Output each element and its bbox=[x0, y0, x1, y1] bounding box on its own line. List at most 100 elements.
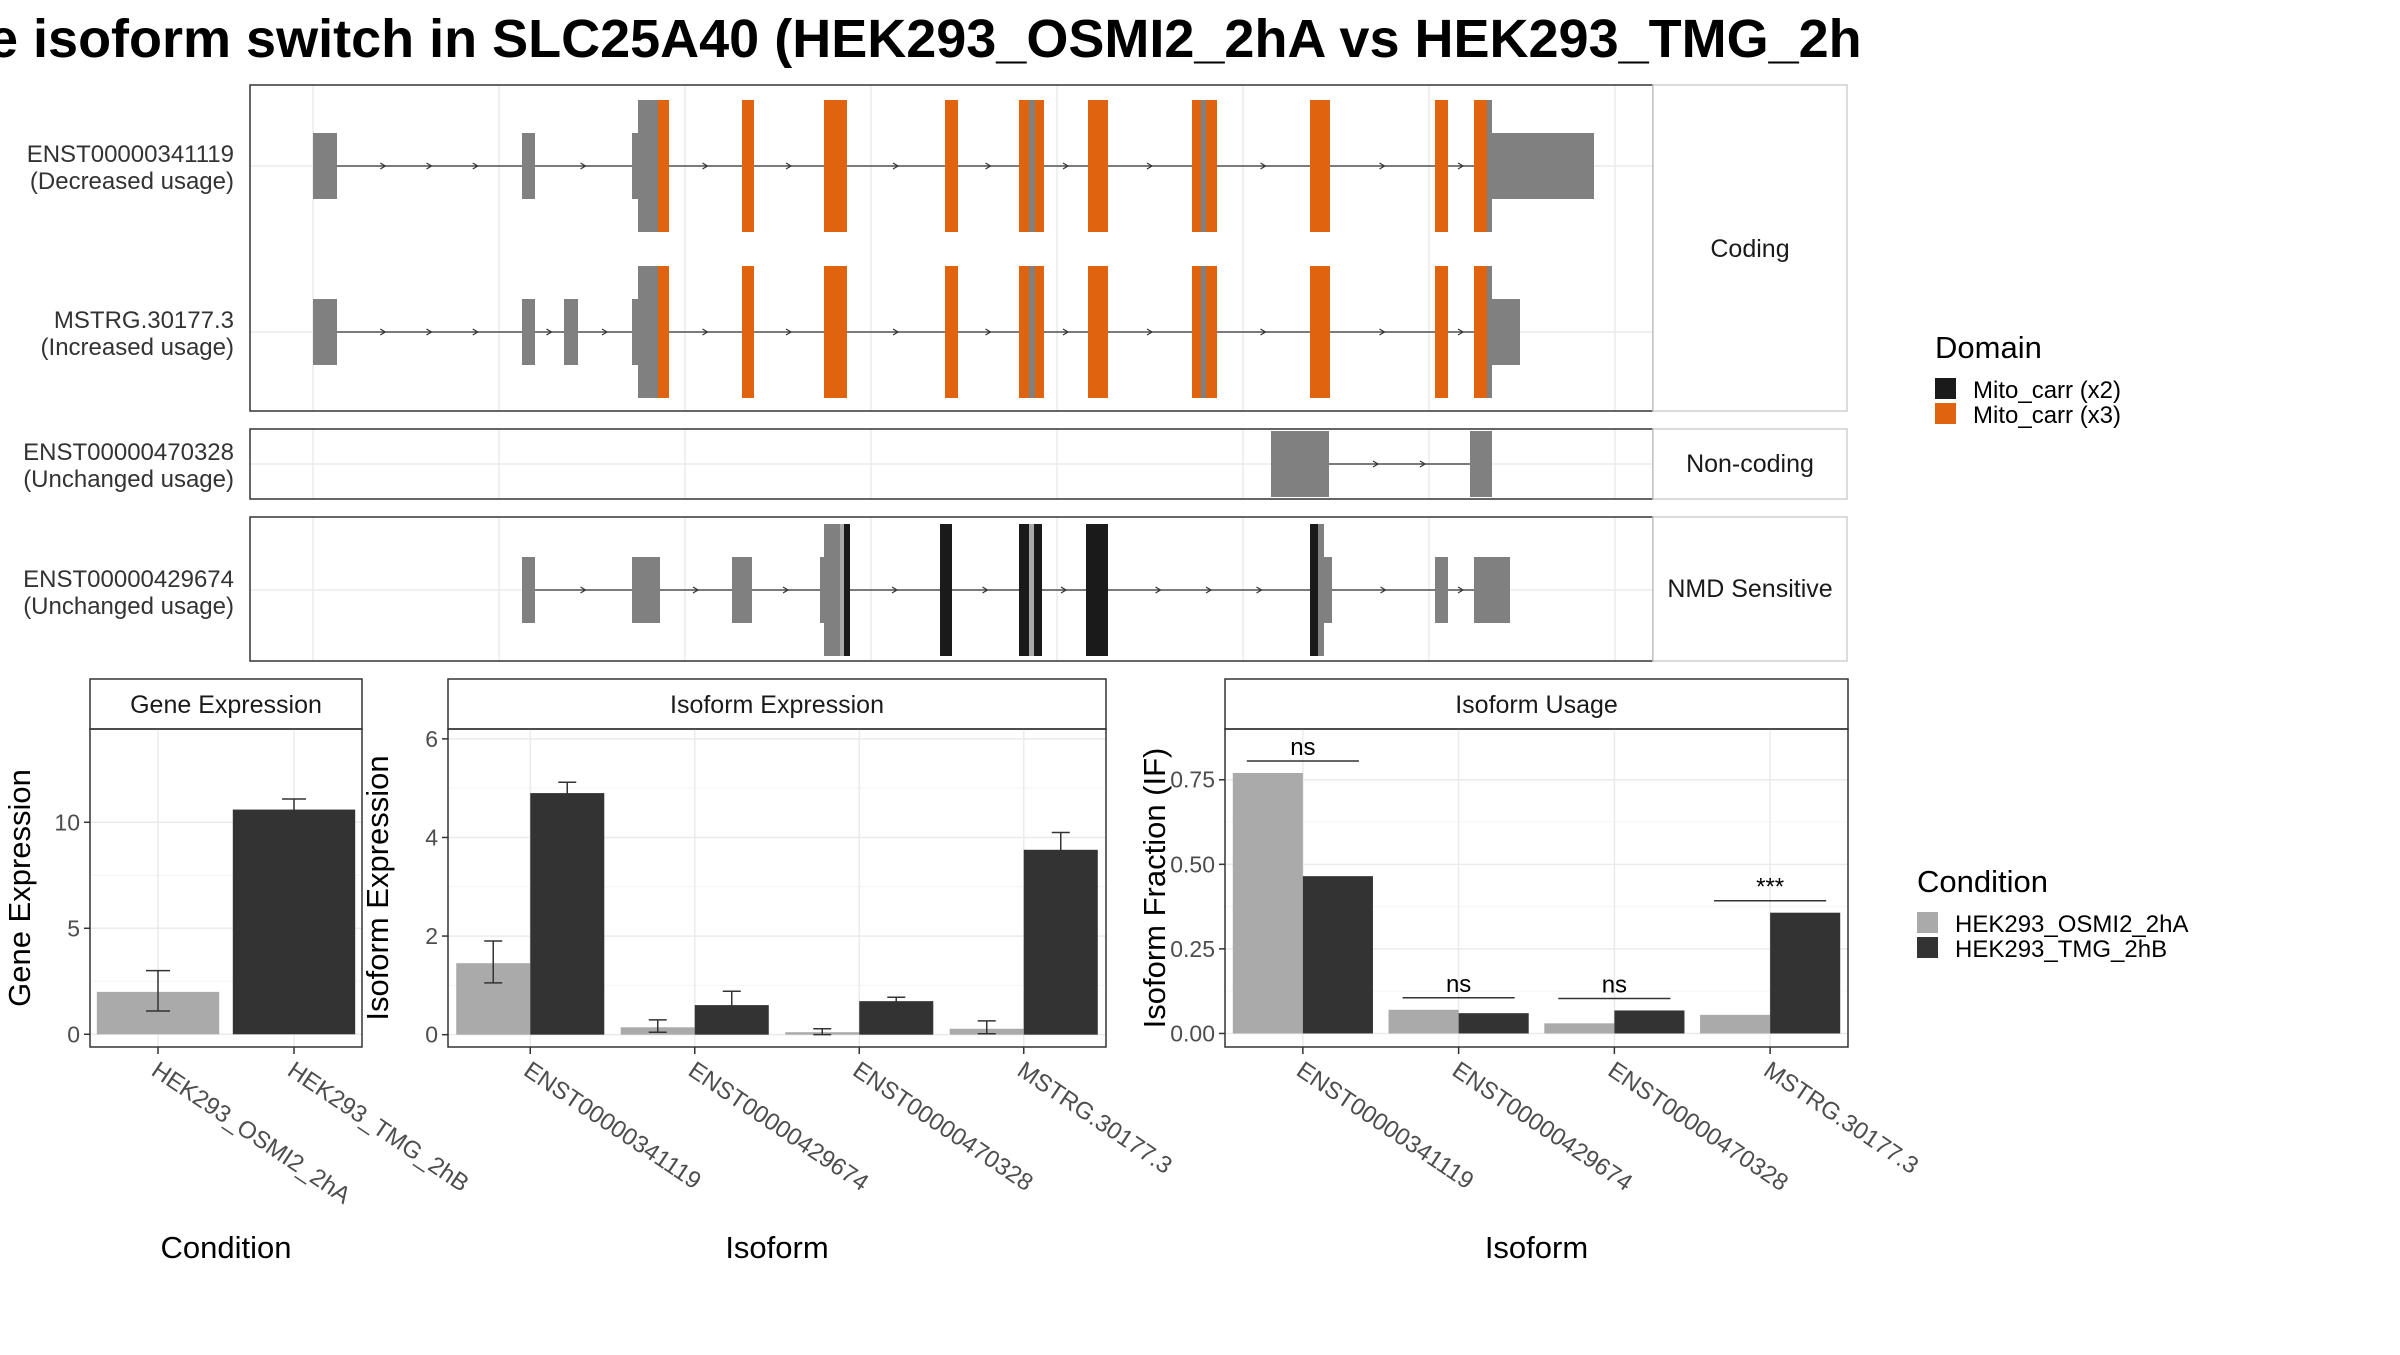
y-tick-label: 10 bbox=[54, 809, 80, 835]
row-label-id-1: ENST00000341119 bbox=[27, 141, 234, 168]
chart-panel-border bbox=[89, 728, 363, 1048]
y-tick-label: 0.75 bbox=[1170, 767, 1215, 793]
chart-title: Isoform Usage bbox=[1455, 691, 1618, 719]
chart-title: Isoform Expression bbox=[670, 691, 884, 719]
chart-strip bbox=[89, 678, 363, 730]
intron-arrow bbox=[1256, 586, 1263, 594]
exon-block bbox=[1086, 524, 1108, 656]
bar bbox=[1458, 1013, 1529, 1034]
exon-block bbox=[824, 100, 847, 232]
exon-block bbox=[742, 266, 754, 398]
intron-arrow bbox=[1062, 162, 1070, 170]
intron-arrow bbox=[985, 328, 992, 336]
figure-title: e isoform switch in SLC25A40 (HEK293_OSM… bbox=[0, 9, 1862, 69]
x-axis-title: Isoform bbox=[725, 1230, 828, 1265]
intron-arrow bbox=[472, 162, 479, 170]
intron-arrow bbox=[1060, 586, 1068, 594]
facet-label-nmd: NMD Sensitive bbox=[1667, 575, 1832, 603]
row-label-usage-1: (Decreased usage) bbox=[30, 168, 234, 195]
significance-label: ns bbox=[1602, 971, 1627, 998]
y-tick-label: 0 bbox=[67, 1021, 80, 1047]
exon-block bbox=[824, 266, 847, 398]
facet-strip-coding bbox=[1652, 84, 1848, 412]
exon-block bbox=[1435, 557, 1448, 623]
y-tick-label: 5 bbox=[67, 915, 80, 941]
chart-title: Gene Expression bbox=[130, 691, 322, 719]
exon-block bbox=[522, 133, 535, 199]
exon-block bbox=[1489, 133, 1594, 199]
intron-arrow bbox=[1260, 162, 1267, 170]
y-tick-label: 0 bbox=[425, 1022, 438, 1048]
x-tick-label: MSTRG.30177.3 bbox=[1759, 1057, 1923, 1180]
bar-charts: Gene Expression0510HEK293_OSMI2_2hAHEK29… bbox=[2, 678, 1923, 1265]
exon-block bbox=[1324, 557, 1332, 623]
exon-block bbox=[522, 557, 535, 623]
row-label-usage-3: (Unchanged usage) bbox=[23, 466, 234, 493]
chart-strip bbox=[1224, 678, 1849, 730]
domain-block bbox=[1487, 266, 1492, 398]
exon-block bbox=[1489, 299, 1520, 365]
y-axis-title: Isoform Fraction (IF) bbox=[1137, 748, 1172, 1029]
chart-strip bbox=[447, 678, 1107, 730]
chart-panel-border bbox=[1224, 728, 1849, 1048]
exon-block bbox=[313, 299, 337, 365]
intron-arrow bbox=[426, 162, 433, 170]
facet-label-noncoding: Non-coding bbox=[1686, 450, 1814, 478]
facet-strip-nmd bbox=[1652, 516, 1848, 662]
intron-arrow bbox=[985, 162, 992, 170]
intron-arrow bbox=[1260, 328, 1267, 336]
x-tick-label: ENST00000470328 bbox=[848, 1057, 1038, 1197]
exon-block bbox=[658, 100, 669, 232]
transcript-structure-panel bbox=[249, 84, 1654, 662]
bar bbox=[1614, 1010, 1685, 1034]
exon-block bbox=[1271, 431, 1329, 497]
exon-block bbox=[632, 557, 660, 623]
row-label-id-3: ENST00000470328 bbox=[23, 439, 234, 466]
y-tick-label: 0.25 bbox=[1170, 936, 1215, 962]
exon-block bbox=[1435, 266, 1448, 398]
y-tick-label: 0.50 bbox=[1170, 851, 1215, 877]
bar bbox=[1770, 912, 1841, 1034]
exon-block bbox=[824, 524, 840, 656]
intron-arrow bbox=[782, 586, 790, 594]
exon-block bbox=[638, 266, 658, 398]
intron-arrow bbox=[785, 162, 793, 170]
domain-legend-title: Domain bbox=[1935, 330, 2042, 365]
exon-block bbox=[1310, 100, 1330, 232]
domain-block bbox=[1029, 266, 1035, 398]
bar bbox=[530, 793, 605, 1035]
intron-arrow bbox=[702, 328, 709, 336]
condition-legend-title: Condition bbox=[1917, 864, 2048, 899]
domain-legend-label-1: Mito_carr (x2) bbox=[1973, 377, 2121, 404]
condition-legend-label-2: HEK293_TMG_2hB bbox=[1955, 936, 2167, 963]
chart-2: Isoform Expression0246ENST00000341119ENS… bbox=[360, 678, 1177, 1265]
intron-arrow bbox=[892, 162, 900, 170]
intron-arrow bbox=[1062, 328, 1070, 336]
intron-arrow bbox=[1146, 162, 1154, 170]
bar bbox=[1700, 1014, 1771, 1034]
domain-legend-label-2: Mito_carr (x3) bbox=[1973, 402, 2121, 429]
x-axis-title: Isoform bbox=[1485, 1230, 1588, 1265]
intron-arrow bbox=[379, 162, 387, 170]
exon-block bbox=[844, 524, 850, 656]
row-label-usage-4: (Unchanged usage) bbox=[23, 593, 234, 620]
chart-panel-border bbox=[447, 728, 1107, 1048]
intron-arrow bbox=[1379, 162, 1386, 170]
exon-block bbox=[1318, 524, 1324, 656]
exon-block bbox=[732, 557, 752, 623]
intron-arrow bbox=[1372, 460, 1380, 468]
x-tick-label: ENST00000341119 bbox=[519, 1057, 706, 1195]
significance-label: ns bbox=[1290, 734, 1315, 761]
condition-legend-swatch-1 bbox=[1917, 912, 1938, 933]
intron-arrow bbox=[982, 586, 989, 594]
intron-arrow bbox=[472, 328, 479, 336]
exon-block bbox=[658, 266, 669, 398]
row-label-id-2: MSTRG.30177.3 bbox=[54, 307, 234, 334]
condition-legend-label-1: HEK293_OSMI2_2hA bbox=[1955, 911, 2188, 938]
exon-block bbox=[1088, 266, 1108, 398]
row-label-id-4: ENST00000429674 bbox=[23, 566, 234, 593]
intron-arrow bbox=[546, 328, 553, 336]
exon-block bbox=[1435, 100, 1448, 232]
exon-block bbox=[1474, 557, 1510, 623]
